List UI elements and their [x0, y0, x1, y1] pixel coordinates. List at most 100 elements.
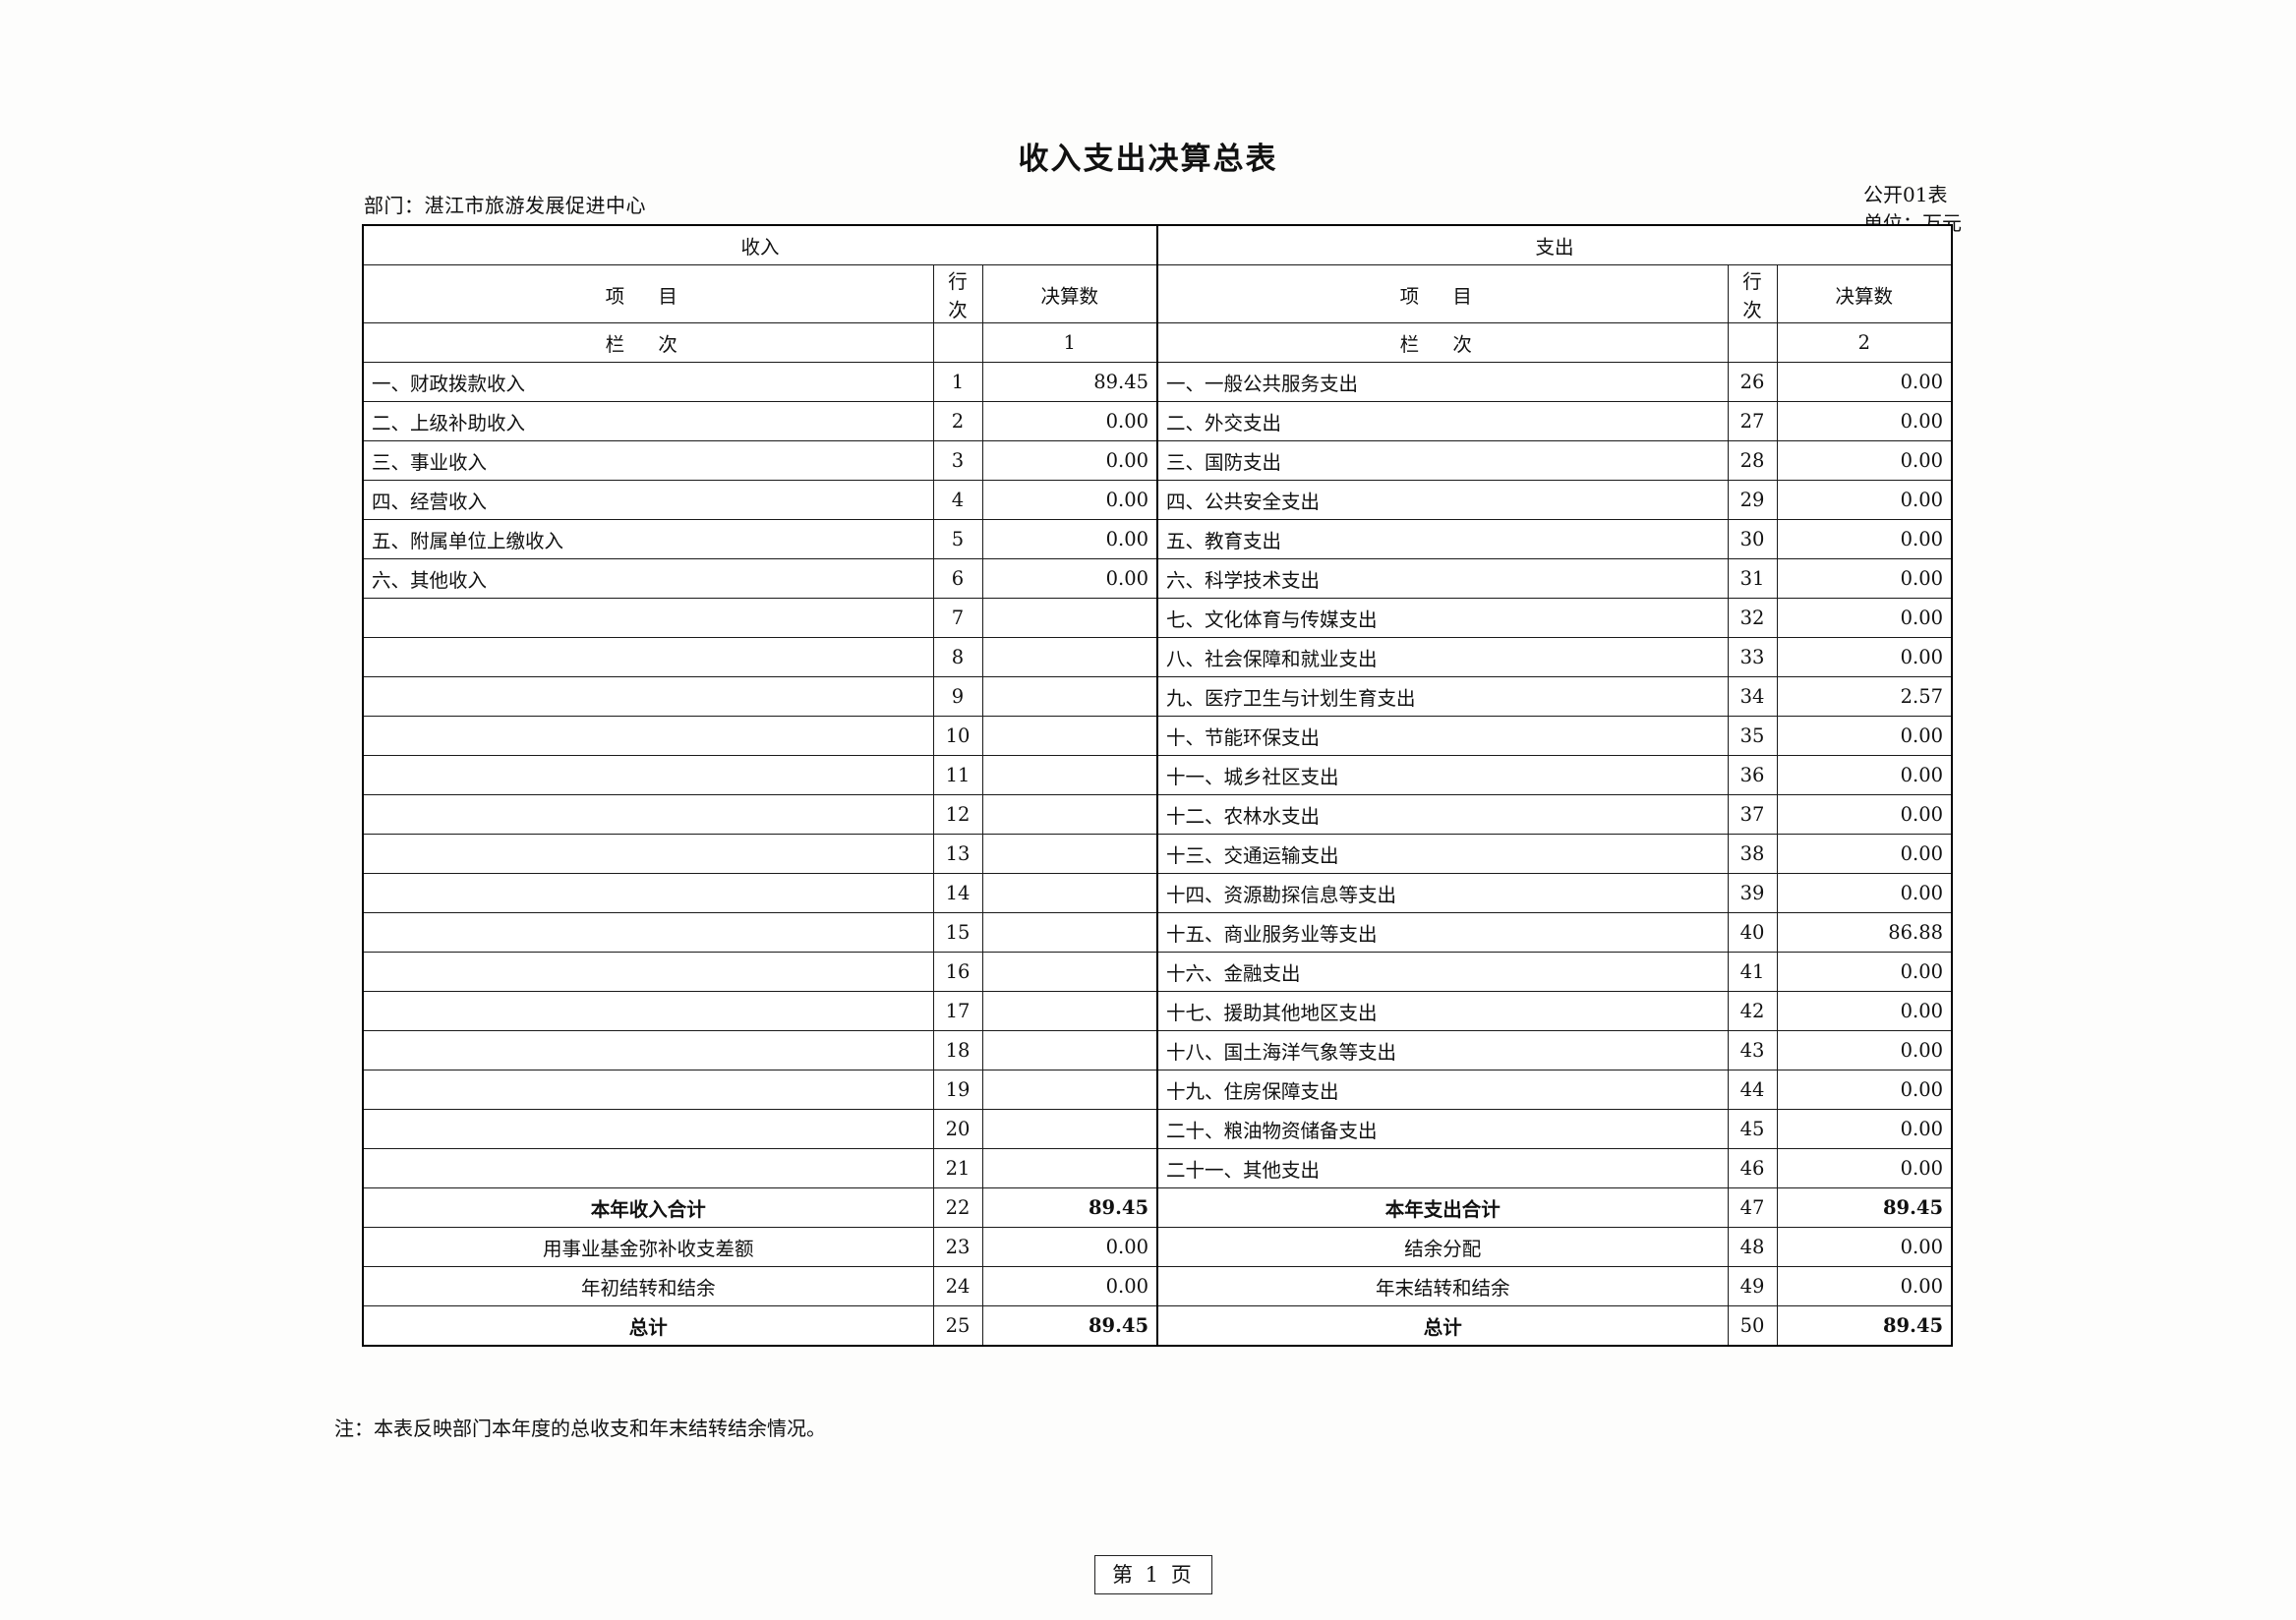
income-amount-cell: 0.00: [981, 519, 1158, 559]
expense-rowno-cell: 39: [1727, 873, 1778, 913]
expense-item-cell: 年末结转和结余: [1156, 1266, 1729, 1306]
expense-rowno-cell: 46: [1727, 1148, 1778, 1188]
income-item-cell: [362, 952, 934, 992]
expense-amount-cell: 0.00: [1776, 1109, 1953, 1149]
table-row: 21 二十一、其他支出 46 0.00: [362, 1148, 1953, 1188]
income-amount-cell: [981, 1109, 1158, 1149]
expense-rowno-cell: 31: [1727, 558, 1778, 599]
table-row: 四、经营收入 4 0.00 四、公共安全支出 29 0.00: [362, 480, 1953, 520]
table-row: 17 十七、援助其他地区支出 42 0.00: [362, 991, 1953, 1031]
income-amount-cell: [981, 1030, 1158, 1070]
income-rowno-cell: 12: [932, 794, 983, 835]
expense-item-cell: 总计: [1156, 1305, 1729, 1347]
income-item-cell: 本年收入合计: [362, 1187, 934, 1228]
expense-rowno-cell: 37: [1727, 794, 1778, 835]
page-title: 收入支出决算总表: [1018, 142, 1278, 177]
income-item-cell: [362, 676, 934, 717]
income-amount-cell: 0.00: [981, 480, 1158, 520]
expense-amount-cell: 0.00: [1776, 794, 1953, 835]
income-amount-cell: 89.45: [981, 362, 1158, 402]
table-row: 8 八、社会保障和就业支出 33 0.00: [362, 637, 1953, 677]
expense-rowno-cell: 36: [1727, 755, 1778, 795]
expense-amount-cell: 0.00: [1776, 755, 1953, 795]
income-item-cell: [362, 598, 934, 638]
expense-item-cell: 一、一般公共服务支出: [1156, 362, 1729, 402]
table-row: 15 十五、商业服务业等支出 40 86.88: [362, 912, 1953, 953]
income-rowno-cell: 22: [932, 1187, 983, 1228]
income-item-cell: [362, 1030, 934, 1070]
expense-amount-cell: 0.00: [1776, 440, 1953, 481]
income-item-cell: 三、事业收入: [362, 440, 934, 481]
expense-item-cell: 二、外交支出: [1156, 401, 1729, 441]
income-amount-cell: [981, 676, 1158, 717]
expense-rowno-cell: 35: [1727, 716, 1778, 756]
form-code: 公开01表: [1863, 183, 1948, 206]
expense-amount-cell: 2.57: [1776, 676, 1953, 717]
expense-rowno-cell: 40: [1727, 912, 1778, 953]
expense-amount-cell: 0.00: [1776, 1148, 1953, 1188]
income-group-header: 收入: [362, 224, 1158, 265]
expense-rowno-cell: 43: [1727, 1030, 1778, 1070]
table-row: 10 十、节能环保支出 35 0.00: [362, 716, 1953, 756]
income-rowno-cell: 25: [932, 1305, 983, 1347]
income-rowno-cell: 2: [932, 401, 983, 441]
expense-rowno-cell: 27: [1727, 401, 1778, 441]
income-amount-cell: [981, 755, 1158, 795]
expense-rowno-cell: 33: [1727, 637, 1778, 677]
income-item-cell: [362, 637, 934, 677]
expense-item-cell: 七、文化体育与传媒支出: [1156, 598, 1729, 638]
expense-amount-cell: 0.00: [1776, 1227, 1953, 1267]
table-row: 9 九、医疗卫生与计划生育支出 34 2.57: [362, 676, 1953, 717]
expense-item-cell: 十九、住房保障支出: [1156, 1070, 1729, 1110]
expense-item-cell: 四、公共安全支出: [1156, 480, 1729, 520]
table-row: 总计 25 89.45 总计 50 89.45: [362, 1305, 1953, 1347]
expense-amount-cell: 0.00: [1776, 1266, 1953, 1306]
expense-amount-cell: 0.00: [1776, 480, 1953, 520]
income-rowno-cell: 4: [932, 480, 983, 520]
expense-rowno-header: 行次: [1727, 264, 1778, 323]
expense-amount-cell: 86.88: [1776, 912, 1953, 953]
income-rowno-cell: 3: [932, 440, 983, 481]
income-amount-cell: 0.00: [981, 440, 1158, 481]
table-row: 14 十四、资源勘探信息等支出 39 0.00: [362, 873, 1953, 913]
expense-item-cell: 六、科学技术支出: [1156, 558, 1729, 599]
table-row: 年初结转和结余 24 0.00 年末结转和结余 49 0.00: [362, 1266, 1953, 1306]
expense-rowno-cell: 45: [1727, 1109, 1778, 1149]
expense-amount-cell: 0.00: [1776, 1030, 1953, 1070]
income-item-cell: 一、财政拨款收入: [362, 362, 934, 402]
income-item-cell: 总计: [362, 1305, 934, 1347]
income-item-cell: 年初结转和结余: [362, 1266, 934, 1306]
expense-amount-cell: 0.00: [1776, 598, 1953, 638]
expense-rowno-cell: 34: [1727, 676, 1778, 717]
income-amount-cell: [981, 794, 1158, 835]
income-lane-label: 栏 次: [362, 322, 934, 363]
income-amount-cell: 0.00: [981, 401, 1158, 441]
income-rowno-cell: 21: [932, 1148, 983, 1188]
department-label: 部门：湛江市旅游发展促进中心: [364, 194, 646, 217]
expense-rowno-cell: 38: [1727, 834, 1778, 874]
expense-rowno-cell: 29: [1727, 480, 1778, 520]
income-rowno-cell: 18: [932, 1030, 983, 1070]
expense-item-cell: 十三、交通运输支出: [1156, 834, 1729, 874]
income-amount-cell: [981, 873, 1158, 913]
income-amount-cell: [981, 912, 1158, 953]
income-rowno-cell: 23: [932, 1227, 983, 1267]
table-row: 12 十二、农林水支出 37 0.00: [362, 794, 1953, 835]
expense-amount-cell: 89.45: [1776, 1187, 1953, 1228]
income-rowno-cell: 13: [932, 834, 983, 874]
expense-group-header: 支出: [1156, 224, 1953, 265]
expense-item-cell: 十八、国土海洋气象等支出: [1156, 1030, 1729, 1070]
expense-amount-cell: 0.00: [1776, 637, 1953, 677]
table-row: 19 十九、住房保障支出 44 0.00: [362, 1070, 1953, 1110]
expense-amount-cell: 0.00: [1776, 834, 1953, 874]
income-amount-cell: 89.45: [981, 1305, 1158, 1347]
expense-rowno-cell: 41: [1727, 952, 1778, 992]
expense-amount-cell: 89.45: [1776, 1305, 1953, 1347]
expense-item-cell: 二十、粮油物资储备支出: [1156, 1109, 1729, 1149]
income-item-cell: [362, 1109, 934, 1149]
expense-rowno-cell: 42: [1727, 991, 1778, 1031]
income-item-cell: [362, 873, 934, 913]
